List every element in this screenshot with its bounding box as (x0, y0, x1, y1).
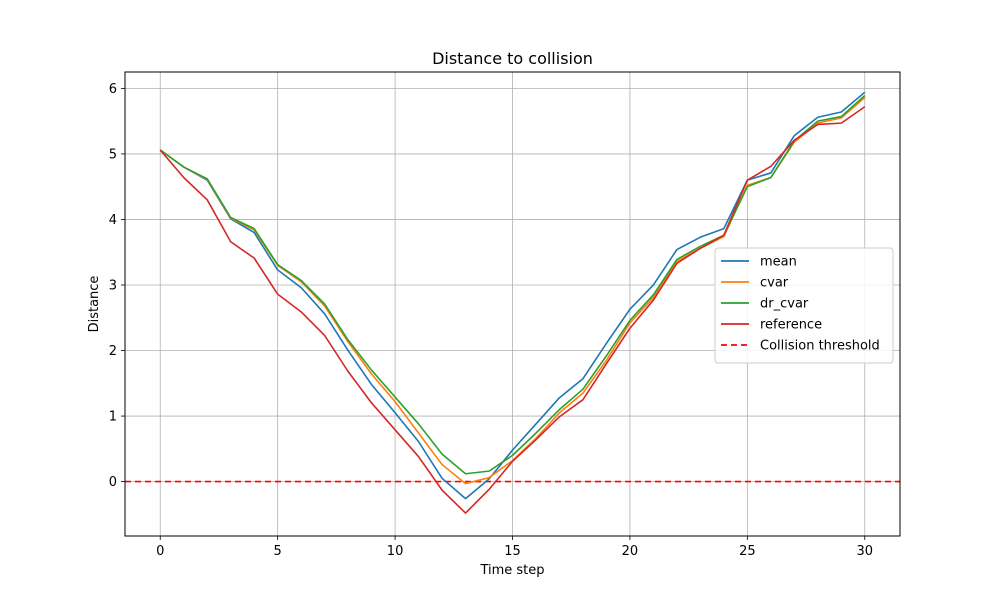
legend-label-reference: reference (760, 318, 822, 333)
x-axis-title: Time step (479, 563, 544, 578)
series-dr-cvar-line (159, 94, 866, 475)
chart-title: Distance to collision (432, 49, 593, 68)
x-tick-label: 5 (274, 544, 282, 559)
y-tick-label: 3 (109, 278, 117, 293)
legend: mean cvar dr_cvar reference Collision thresh… (714, 247, 894, 364)
x-tick-label: 25 (739, 544, 756, 559)
legend-label-collision-threshold: Collision threshold (760, 339, 880, 354)
legend-label-dr-cvar: dr_cvar (760, 297, 809, 312)
legend-label-cvar: cvar (760, 276, 789, 291)
y-tick-label: 5 (109, 147, 117, 162)
x-tick-label: 15 (504, 544, 521, 559)
x-tick-label: 20 (622, 544, 639, 559)
y-tick-label: 4 (109, 213, 117, 228)
x-tick-label: 30 (856, 544, 873, 559)
y-tick-label: 1 (109, 410, 117, 425)
x-tick-label: 10 (387, 544, 404, 559)
y-axis-title: Distance (87, 276, 102, 333)
x-tick-label: 0 (156, 544, 164, 559)
legend-box (714, 247, 894, 364)
series-reference-line (159, 106, 866, 514)
y-tick-label: 6 (109, 82, 117, 97)
legend-label-mean: mean (760, 255, 797, 270)
y-tick-label: 0 (109, 475, 117, 490)
y-tick-label: 2 (109, 344, 117, 359)
x-axis-ticks: 0 5 10 15 20 25 30 (156, 536, 873, 559)
y-axis-ticks: 0 1 2 3 4 5 6 (109, 82, 125, 490)
series-layer (159, 91, 866, 514)
